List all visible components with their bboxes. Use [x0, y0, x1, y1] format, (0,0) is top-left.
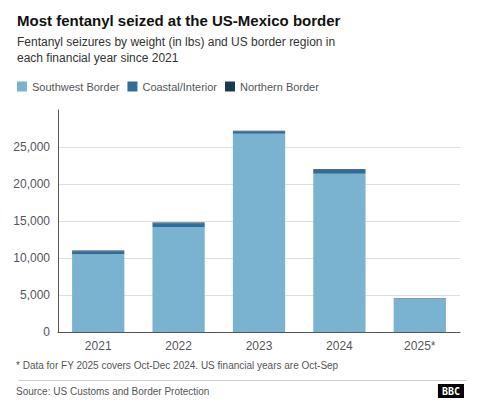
- svg-text:2024: 2024: [326, 339, 353, 353]
- svg-text:Southwest Border: Southwest Border: [32, 81, 120, 93]
- svg-text:BBC: BBC: [442, 386, 460, 397]
- svg-text:2022: 2022: [165, 339, 192, 353]
- svg-text:Northern Border: Northern Border: [240, 81, 319, 93]
- svg-text:Coastal/Interior: Coastal/Interior: [142, 81, 217, 93]
- svg-text:Most fentanyl seized at the US: Most fentanyl seized at the US-Mexico bo…: [17, 12, 341, 29]
- svg-text:Fentanyl seizures by weight (i: Fentanyl seizures by weight (in lbs) and…: [17, 35, 335, 49]
- svg-text:2023: 2023: [246, 339, 273, 353]
- svg-text:0: 0: [43, 325, 50, 339]
- svg-text:each financial year since 2021: each financial year since 2021: [17, 51, 179, 65]
- svg-text:20,000: 20,000: [13, 177, 50, 191]
- svg-text:10,000: 10,000: [13, 251, 50, 265]
- svg-text:25,000: 25,000: [13, 140, 50, 154]
- svg-text:2025*: 2025*: [404, 339, 436, 353]
- svg-text:2021: 2021: [85, 339, 112, 353]
- svg-text:15,000: 15,000: [13, 214, 50, 228]
- svg-text:Source: US Customs and Border: Source: US Customs and Border Protection: [16, 386, 209, 397]
- svg-text:5,000: 5,000: [20, 288, 50, 302]
- svg-text:* Data for FY 2025 covers Oct-: * Data for FY 2025 covers Oct-Dec 2024. …: [16, 360, 339, 371]
